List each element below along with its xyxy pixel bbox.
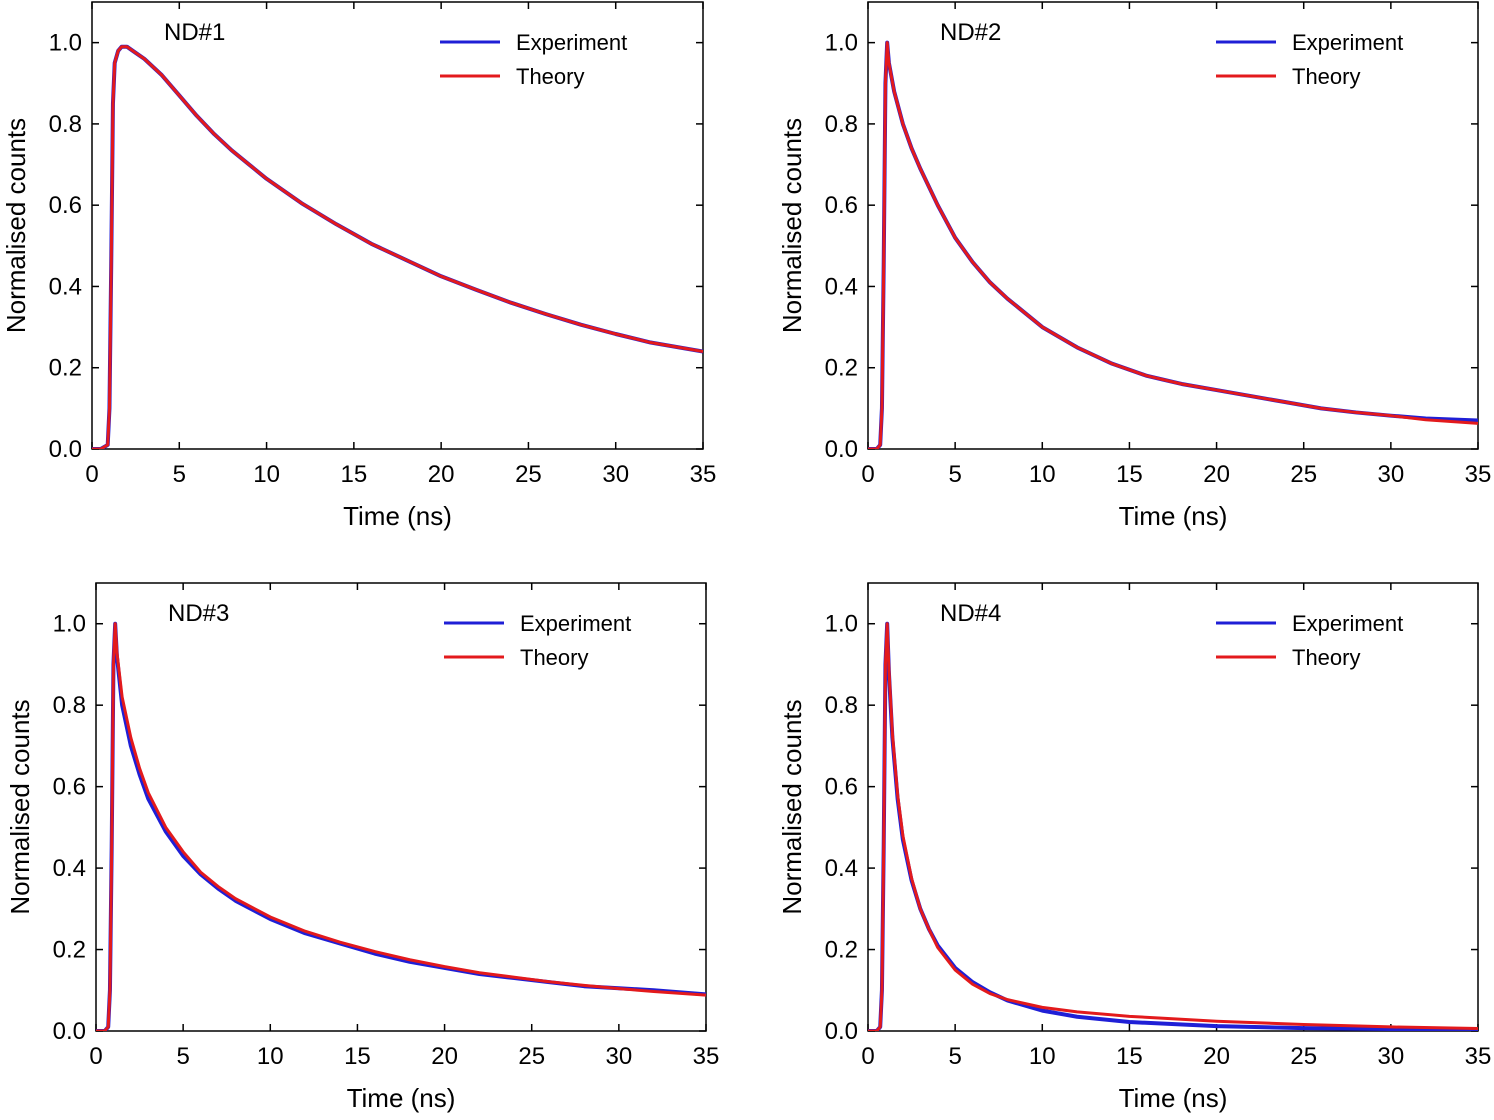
x-axis-title: Time (ns) xyxy=(1119,1083,1228,1113)
y-tick-label: 0.4 xyxy=(825,273,858,300)
series-line-theory xyxy=(868,622,1478,1031)
legend-label-theory: Theory xyxy=(1292,645,1360,670)
chart-panel-3: 0 5 10 15 20 25 30 35 0.0 0.2 0.4 0.6 0.8 1.0 Time (ns… xyxy=(5,582,720,1113)
x-tick-label: 20 xyxy=(431,1043,458,1070)
plot-frame xyxy=(867,582,1479,1032)
y-tick-label: 0.0 xyxy=(53,1018,86,1045)
x-tick-label: 35 xyxy=(690,461,717,488)
series-line-experiment xyxy=(96,621,706,1031)
series-line-experiment xyxy=(868,621,1478,1031)
y-tick-label: 1.0 xyxy=(49,30,82,57)
x-tick-label: 20 xyxy=(1203,461,1230,488)
plot-frame xyxy=(95,582,707,1032)
x-tick-label: 35 xyxy=(1465,1043,1492,1070)
x-tick-label: 35 xyxy=(693,1043,720,1070)
y-tick-label: 0.8 xyxy=(53,692,86,719)
x-tick-label: 25 xyxy=(1290,461,1317,488)
y-tick-label: 0.8 xyxy=(49,111,82,138)
y-axis-title: Normalised counts xyxy=(777,699,807,914)
y-tick-label: 0.4 xyxy=(53,855,86,882)
x-tick-label: 35 xyxy=(1465,461,1492,488)
x-tick-label: 0 xyxy=(861,461,874,488)
series-line-theory xyxy=(96,622,706,1031)
x-tick-label: 15 xyxy=(341,461,368,488)
legend-label-theory: Theory xyxy=(516,64,584,89)
y-tick-label: 0.8 xyxy=(825,692,858,719)
panel-label: ND#1 xyxy=(164,19,225,46)
x-tick-label: 0 xyxy=(85,461,98,488)
x-tick-label: 0 xyxy=(861,1043,874,1070)
series-line-theory xyxy=(92,45,703,449)
x-tick-label: 15 xyxy=(344,1043,371,1070)
y-tick-label: 0.0 xyxy=(825,436,858,463)
series-line-theory xyxy=(868,41,1478,449)
chart-panel-2: 0 5 10 15 20 25 30 35 0.0 0.2 0.4 0.6 0.8 1.0 Time (ns… xyxy=(777,1,1492,531)
y-tick-label: 0.4 xyxy=(49,273,82,300)
y-tick-label: 0.6 xyxy=(825,774,858,801)
x-tick-label: 25 xyxy=(518,1043,545,1070)
y-tick-label: 1.0 xyxy=(53,611,86,638)
x-tick-label: 10 xyxy=(257,1043,284,1070)
y-tick-label: 0.2 xyxy=(825,937,858,964)
x-tick-label: 5 xyxy=(173,461,186,488)
y-tick-label: 0.0 xyxy=(825,1018,858,1045)
x-tick-label: 15 xyxy=(1116,1043,1143,1070)
x-tick-label: 5 xyxy=(948,461,961,488)
y-tick-label: 1.0 xyxy=(825,30,858,57)
y-tick-label: 1.0 xyxy=(825,611,858,638)
x-tick-label: 0 xyxy=(89,1043,102,1070)
legend-label-experiment: Experiment xyxy=(1292,611,1403,636)
y-tick-label: 0.0 xyxy=(49,436,82,463)
y-tick-label: 0.4 xyxy=(825,855,858,882)
panel-label: ND#4 xyxy=(940,600,1001,627)
panel-label: ND#3 xyxy=(168,600,229,627)
panel-label: ND#2 xyxy=(940,19,1001,46)
y-tick-label: 0.6 xyxy=(53,774,86,801)
x-tick-label: 5 xyxy=(176,1043,189,1070)
x-tick-label: 20 xyxy=(428,461,455,488)
legend-label-experiment: Experiment xyxy=(516,30,627,55)
legend-label-experiment: Experiment xyxy=(1292,30,1403,55)
chart-panel-1: 0 5 10 15 20 25 30 35 0.0 0.2 0.4 0.6 0.8 1.0 Time (ns… xyxy=(1,1,717,531)
legend-label-experiment: Experiment xyxy=(520,611,631,636)
series-line-experiment xyxy=(92,44,703,449)
x-tick-label: 30 xyxy=(606,1043,633,1070)
chart-panel-4: 0 5 10 15 20 25 30 35 0.0 0.2 0.4 0.6 0.8 1.0 Time (ns… xyxy=(777,582,1492,1113)
x-tick-label: 10 xyxy=(1029,1043,1056,1070)
x-axis-title: Time (ns) xyxy=(1119,501,1228,531)
plot-frame xyxy=(91,1,704,450)
x-tick-label: 10 xyxy=(253,461,280,488)
x-tick-label: 30 xyxy=(602,461,629,488)
y-tick-label: 0.6 xyxy=(49,192,82,219)
y-tick-label: 0.2 xyxy=(49,355,82,382)
x-axis-title: Time (ns) xyxy=(347,1083,456,1113)
x-axis-title: Time (ns) xyxy=(343,501,452,531)
legend-label-theory: Theory xyxy=(1292,64,1360,89)
plot-frame xyxy=(867,1,1479,450)
x-tick-label: 30 xyxy=(1378,461,1405,488)
y-tick-label: 0.2 xyxy=(825,355,858,382)
y-axis-title: Normalised counts xyxy=(777,118,807,333)
y-tick-label: 0.6 xyxy=(825,192,858,219)
y-tick-label: 0.2 xyxy=(53,937,86,964)
y-axis-title: Normalised counts xyxy=(5,699,35,914)
x-tick-label: 5 xyxy=(948,1043,961,1070)
x-tick-label: 25 xyxy=(1290,1043,1317,1070)
legend-label-theory: Theory xyxy=(520,645,588,670)
x-tick-label: 20 xyxy=(1203,1043,1230,1070)
y-tick-label: 0.8 xyxy=(825,111,858,138)
x-tick-label: 25 xyxy=(515,461,542,488)
x-tick-label: 10 xyxy=(1029,461,1056,488)
x-tick-label: 30 xyxy=(1378,1043,1405,1070)
x-tick-label: 15 xyxy=(1116,461,1143,488)
y-axis-title: Normalised counts xyxy=(1,118,31,333)
